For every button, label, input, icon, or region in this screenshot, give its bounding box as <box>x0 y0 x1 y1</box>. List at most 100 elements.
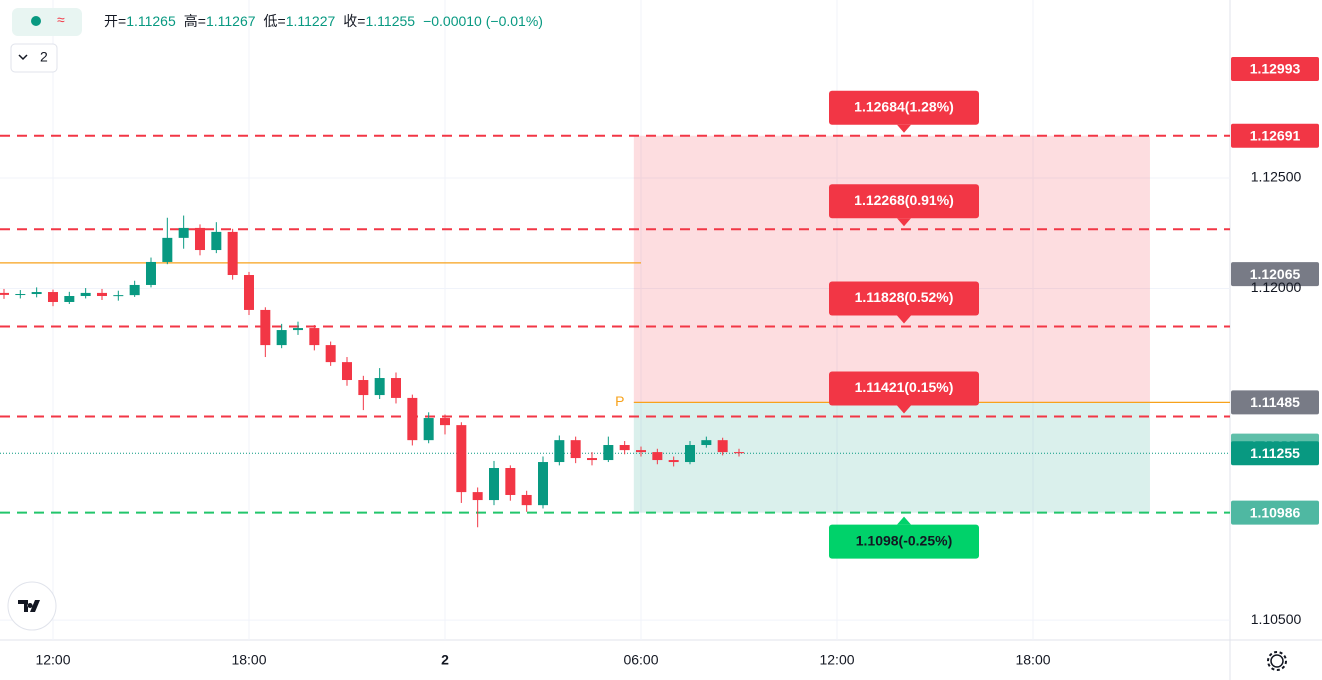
candle-body <box>194 227 205 251</box>
y-tick-label: 1.12000 <box>1251 279 1302 295</box>
candle-body <box>423 418 434 441</box>
candle-body <box>211 231 222 251</box>
candle-body <box>652 452 663 461</box>
candle-body <box>668 460 679 463</box>
candle-body <box>260 309 271 346</box>
target-pointer <box>897 405 911 414</box>
candle-body <box>341 362 352 381</box>
indicator-icon: ≈ <box>57 12 65 28</box>
candle-body <box>162 237 173 262</box>
candle-body <box>685 445 696 463</box>
logo-mark <box>18 600 40 612</box>
candle-body <box>734 452 745 454</box>
header: ≈ 开=1.11265 高=1.11267 低=1.11227 收=1.11255 −0… <box>10 8 543 73</box>
candle-body <box>96 292 107 297</box>
quote-change: −0.00010 (−0.01%) <box>423 13 543 29</box>
candle-body <box>358 380 369 396</box>
candle-body <box>407 397 418 441</box>
candle-body <box>243 275 254 310</box>
quote-label: 开= <box>104 13 126 29</box>
price-label: 1.11485 <box>1250 394 1300 410</box>
quote-label: 收= <box>343 13 365 29</box>
candle-body <box>538 462 549 506</box>
candle-body <box>145 261 156 285</box>
settings[interactable] <box>1267 651 1287 671</box>
quote-value: 1.11255 <box>365 13 415 29</box>
target-label: 1.1098(-0.25%) <box>856 532 953 548</box>
gear-teeth <box>1267 651 1287 671</box>
candle-body <box>31 292 42 295</box>
target-label: 1.12684(1.28%) <box>854 98 954 114</box>
candle-body <box>570 440 581 459</box>
candle-body <box>488 468 499 501</box>
candle-body <box>80 292 91 297</box>
status-dot <box>31 16 41 26</box>
candle-body <box>113 295 124 297</box>
price-label-box <box>1231 123 1319 148</box>
x-tick-label: 18:00 <box>231 652 266 668</box>
candle-body <box>374 378 385 396</box>
quote-label: 低= <box>264 13 286 29</box>
candle-body <box>292 328 303 331</box>
target-pointer <box>897 315 911 324</box>
target-box <box>829 184 979 219</box>
quote-value: 1.11265 <box>126 13 176 29</box>
price-label-box <box>1231 441 1319 466</box>
price-label: 1.12993 <box>1250 61 1301 77</box>
quote-label: 高= <box>184 13 206 29</box>
candle-body <box>554 440 565 463</box>
profit-zone <box>633 135 1150 403</box>
collapse-button[interactable] <box>10 43 58 73</box>
candle-body <box>587 458 598 461</box>
entry-marker: P <box>615 393 624 409</box>
y-tick-label: 1.10500 <box>1251 611 1302 627</box>
candle-body <box>636 450 647 453</box>
candle-body <box>619 445 630 451</box>
x-tick-label: 2 <box>441 652 449 668</box>
interval-badge: 2 <box>40 49 48 65</box>
target-label: 1.11828(0.52%) <box>855 289 954 305</box>
target-pointer <box>897 124 911 133</box>
candle-body <box>129 284 140 296</box>
ohlc-legend: 开=1.11265 高=1.11267 低=1.11227 收=1.11255 −0.0… <box>104 13 543 29</box>
stop-zone <box>633 402 1150 513</box>
symbol-badge[interactable] <box>12 8 82 36</box>
candle-body <box>603 445 614 461</box>
x-tick-label: 12:00 <box>35 652 70 668</box>
candle-body <box>15 294 26 296</box>
price-label-box <box>1231 262 1319 287</box>
x-tick-label: 18:00 <box>1015 652 1050 668</box>
candle-body <box>178 227 189 238</box>
candle-body <box>521 494 532 506</box>
target-label: 1.12268(0.91%) <box>854 192 954 208</box>
price-label-box <box>1231 500 1319 525</box>
y-tick-label: 1.12500 <box>1251 169 1302 185</box>
target-box <box>829 371 979 406</box>
candle-body <box>472 492 483 501</box>
price-label: 1.12691 <box>1250 127 1301 143</box>
logo[interactable] <box>7 581 57 631</box>
target-box <box>829 524 979 559</box>
candle-body <box>227 231 238 276</box>
price-label-box <box>1231 56 1319 81</box>
gear-icon[interactable] <box>1270 654 1284 668</box>
price-label-box <box>1231 390 1319 415</box>
price-label: 1.12065 <box>1250 266 1301 282</box>
candle-body <box>390 378 401 398</box>
candle-body <box>439 418 450 426</box>
candle-body <box>47 292 58 302</box>
candle-body <box>701 440 712 446</box>
candle-body <box>64 296 75 302</box>
target-box <box>829 90 979 125</box>
quote-value: 1.11227 <box>286 13 336 29</box>
target-box <box>829 281 979 316</box>
x-tick-label: 12:00 <box>819 652 854 668</box>
target-label: 1.11421(0.15%) <box>855 379 954 395</box>
candle-body <box>505 468 516 495</box>
candle-body <box>717 440 728 453</box>
chevron <box>18 54 28 61</box>
target-pointer <box>897 218 911 227</box>
candle-body <box>309 328 320 346</box>
